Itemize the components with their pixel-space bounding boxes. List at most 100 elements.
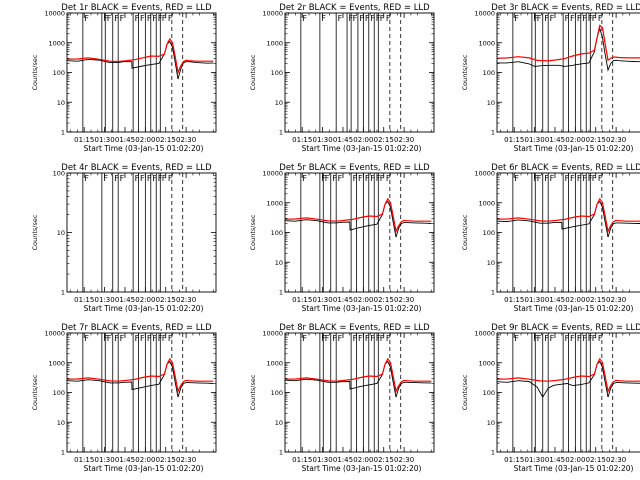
flag-label: F [349,14,354,23]
y-tick-label: 10000 [262,330,283,338]
flag-label: F [114,14,119,23]
plot-area: F FF F F F F F F F F F [497,333,640,452]
y-tick-label: 100 [483,229,495,237]
x-axis-label: Start Time (03-Jan-15 01:02:20) [302,464,422,473]
y-tick-label: 100 [271,389,283,397]
y-axis-label: Counts/sec [31,54,39,90]
x-tick-label: 01:15 [74,136,94,144]
flag-label: F [158,14,163,23]
x-tick-label: 01:15 [74,296,94,304]
y-tick-label: 1 [61,129,65,137]
y-tick-label: 10 [57,229,65,237]
flag-label: F [376,14,381,23]
flag-label: F [370,174,375,183]
flag-label: F [168,14,173,23]
plot-frame [66,332,217,453]
y-tick-label: 10 [275,259,283,267]
flag-label: F [168,334,173,343]
y-tick-label: 10000 [474,170,495,178]
lld-series-line [285,197,432,234]
flag-label: F [321,14,326,23]
y-tick-label: 1 [61,449,65,457]
x-tick-label: 02:00 [353,456,373,464]
x-tick-label: 01:30 [94,456,114,464]
flag-label: F [550,174,555,183]
flag-label: F [577,174,582,183]
x-tick-label: 01:30 [94,136,114,144]
flag-label: F [338,14,343,23]
x-tick-label: 02:15 [374,456,394,464]
flag-label: F [152,334,157,343]
y-tick-label: 10 [57,419,65,427]
x-tick-label: 01:30 [524,136,544,144]
flag-label: F [514,334,519,343]
plot-frame [66,12,217,133]
flag-label: F [365,334,370,343]
y-tick-label: 100 [271,229,283,237]
plot-area: F FF F F F F F F F F F [497,13,640,132]
y-tick-label: 1 [279,129,283,137]
y-axis-label: Counts/sec [249,54,257,90]
flag-label: F [140,174,145,183]
y-tick-label: 1 [279,289,283,297]
flag-label: F [162,334,167,343]
flag-label: F [570,334,575,343]
panel-det-4: Det 4r BLACK = Events, RED = LLD Counts/s… [31,163,217,313]
flag-label: F [321,174,326,183]
flag-label: F [147,14,152,23]
flag-label: F [353,174,358,183]
y-tick-label: 100 [53,170,65,178]
x-tick-label: 02:30 [606,456,626,464]
flag-label: F [577,334,582,343]
flag-label: F [332,334,337,343]
flag-label: F [537,14,542,23]
flag-label: F [120,334,125,343]
y-tick-label: 100 [483,389,495,397]
flag-label: F [598,14,603,23]
x-tick-label: 02:15 [156,456,176,464]
flag-label: F [380,14,385,23]
flag-label: F [168,174,173,183]
x-tick-label: 01:45 [545,136,565,144]
plot-area: F FF F F F F F F F F F [285,173,432,292]
flag-label: F [380,334,385,343]
x-tick-label: 01:30 [312,296,332,304]
flag-label: F [370,334,375,343]
lld-series-line [497,24,640,62]
x-tick-label: 02:30 [606,296,626,304]
flag-label: F [359,14,364,23]
x-tick-label: 02:15 [156,296,176,304]
panel-det-7: Det 7r BLACK = Events, RED = LLD Counts/s… [31,323,217,473]
flag-label: F [353,14,358,23]
y-axis-label: Counts/sec [31,214,39,250]
y-axis-label: Counts/sec [31,374,39,410]
x-axis-label: Start Time (03-Jan-15 01:02:20) [514,304,634,313]
flag-label: F [107,334,112,343]
y-tick-label: 1000 [478,39,495,47]
x-axis-label: Start Time (03-Jan-15 01:02:20) [84,304,204,313]
x-tick-label: 01:15 [504,296,524,304]
y-tick-label: 100 [271,69,283,77]
panel-det-8: Det 8r BLACK = Events, RED = LLD Counts/s… [249,323,435,473]
flag-label: F [120,14,125,23]
x-tick-label: 02:15 [586,136,606,144]
flag-label: F [114,174,119,183]
y-tick-label: 1000 [266,39,283,47]
panel-det-6: Det 6r BLACK = Events, RED = LLD Counts/s… [461,163,640,313]
y-tick-label: 10000 [44,10,65,18]
flag-label: F [592,174,597,183]
x-tick-label: 02:15 [374,136,394,144]
flag-label: F [353,334,358,343]
x-tick-label: 01:15 [292,136,312,144]
panel-title: Det 4r BLACK = Events, RED = LLD [61,163,212,173]
panel-det-2: Det 2r BLACK = Events, RED = LLD Counts/s… [249,3,435,153]
x-tick-label: 01:45 [333,456,353,464]
flag-label: F [582,14,587,23]
y-tick-label: 1 [491,449,495,457]
y-tick-label: 1000 [48,39,65,47]
flag-label: F [358,334,363,343]
flag-label: F [107,14,112,23]
flag-label: F [103,14,108,23]
x-tick-label: 01:45 [545,296,565,304]
flag-label: F [533,174,538,183]
